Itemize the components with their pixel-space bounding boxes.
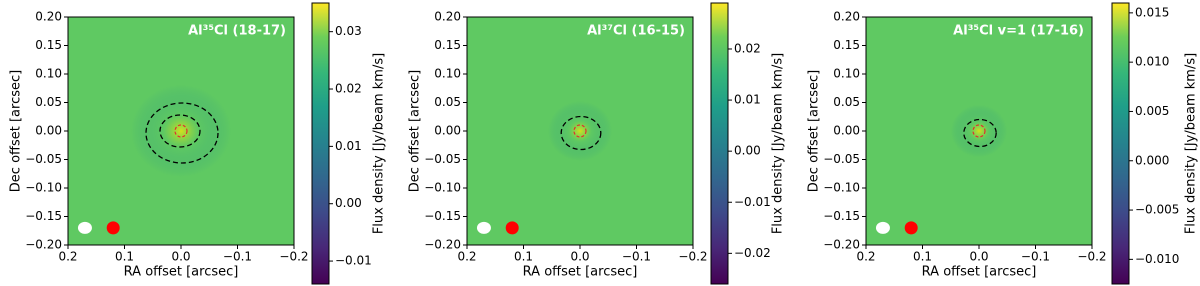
colorbar-tick-label: −0.010 [1135, 252, 1179, 266]
x-tick-label: 0.2 [457, 250, 476, 264]
y-tick-label: −0.10 [823, 181, 860, 195]
panel-title: Al³⁵Cl v=1 (17-16) [953, 24, 1084, 39]
beam-marker [875, 221, 890, 234]
y-tick-label: 0.05 [434, 95, 461, 109]
contour-inner [972, 124, 986, 138]
x-tick-label: −0.1 [1021, 250, 1050, 264]
x-tick-label: 0.0 [969, 250, 988, 264]
colorbar-tick-label: 0.02 [335, 82, 362, 96]
colorbar-tick-label: 0.005 [1135, 104, 1169, 118]
y-tick-label: 0.20 [833, 10, 860, 24]
x-axis-label: RA offset [arcsec] [124, 265, 239, 280]
y-tick-label: 0.05 [35, 95, 62, 109]
colorbar [1111, 2, 1130, 285]
beam-marker [904, 221, 918, 235]
contour-inner [174, 124, 188, 138]
x-tick-label: 0.0 [171, 250, 190, 264]
x-tick-label: −0.2 [279, 250, 308, 264]
contour [159, 114, 201, 148]
x-tick-label: 0.0 [570, 250, 589, 264]
y-axis-label: Dec offset [arcsec] [408, 70, 423, 192]
y-tick-label: 0.00 [35, 124, 62, 138]
colorbar-tick-label: 0.01 [734, 93, 761, 107]
x-axis-label: RA offset [arcsec] [523, 265, 638, 280]
y-tick-label: −0.20 [25, 238, 62, 252]
beam-marker [476, 221, 491, 234]
colorbar-tick-label: −0.005 [1135, 203, 1179, 217]
colorbar-tick-label: −0.02 [734, 246, 771, 260]
colorbar-tick-label: 0.010 [1135, 55, 1169, 69]
x-tick-label: 0.1 [115, 250, 134, 264]
y-tick-label: 0.10 [833, 67, 860, 81]
colorbar-tick-label: 0.02 [734, 41, 761, 55]
beam-marker [505, 221, 519, 235]
source-glow [548, 101, 612, 161]
x-tick-label: −0.1 [622, 250, 651, 264]
x-tick-label: −0.2 [678, 250, 707, 264]
y-tick-label: −0.10 [25, 181, 62, 195]
y-tick-label: 0.00 [833, 124, 860, 138]
contour [560, 115, 602, 151]
y-tick-label: −0.20 [424, 238, 461, 252]
colorbar-tick-label: 0.00 [335, 196, 362, 210]
contour [145, 102, 219, 164]
x-tick-label: 0.1 [913, 250, 932, 264]
colorbar-label: Flux density [Jy/beam km/s] [771, 53, 786, 234]
y-tick-label: 0.20 [434, 10, 461, 24]
x-tick-label: −0.2 [1077, 250, 1106, 264]
source-glow [131, 85, 231, 177]
y-tick-label: −0.10 [424, 181, 461, 195]
colorbar-tick-label: −0.01 [335, 254, 372, 268]
x-tick-label: 0.1 [514, 250, 533, 264]
colorbar-tick-label: 0.03 [335, 24, 362, 38]
y-tick-label: 0.15 [833, 38, 860, 52]
colorbar-label: Flux density [Jy/beam km/s] [1184, 53, 1199, 234]
x-axis-label: RA offset [arcsec] [922, 265, 1037, 280]
y-tick-label: −0.15 [823, 209, 860, 223]
colorbar [311, 2, 330, 285]
image [467, 17, 693, 245]
beam-marker [77, 221, 92, 234]
y-tick-label: 0.05 [833, 95, 860, 109]
contour [963, 118, 997, 148]
colorbar-tick-label: −0.01 [734, 195, 771, 209]
y-tick-label: −0.15 [25, 209, 62, 223]
colorbar-tick-label: 0.015 [1135, 5, 1169, 19]
panel-title: Al³⁷Cl (16-15) [587, 24, 685, 39]
source-glow [951, 104, 1007, 158]
colorbar-label: Flux density [Jy/beam km/s] [372, 53, 387, 234]
y-axis-label: Dec offset [arcsec] [807, 70, 822, 192]
y-tick-label: 0.15 [434, 38, 461, 52]
y-tick-label: −0.15 [424, 209, 461, 223]
y-tick-label: 0.00 [434, 124, 461, 138]
colorbar-tick-label: 0.01 [335, 139, 362, 153]
x-tick-label: 0.2 [856, 250, 875, 264]
y-tick-label: −0.05 [823, 152, 860, 166]
y-tick-label: 0.15 [35, 38, 62, 52]
y-tick-label: 0.20 [35, 10, 62, 24]
x-tick-label: −0.1 [223, 250, 252, 264]
image [68, 17, 294, 245]
y-axis-label: Dec offset [arcsec] [9, 70, 24, 192]
panel-title: Al³⁵Cl (18-17) [188, 24, 286, 39]
colorbar-tick-label: 0.00 [734, 144, 761, 158]
y-tick-label: 0.10 [434, 67, 461, 81]
y-tick-label: −0.20 [823, 238, 860, 252]
beam-marker [106, 221, 120, 235]
y-tick-label: −0.05 [25, 152, 62, 166]
x-tick-label: 0.2 [58, 250, 77, 264]
y-tick-label: 0.10 [35, 67, 62, 81]
contour-inner [573, 124, 587, 138]
colorbar-tick-label: 0.000 [1135, 153, 1169, 167]
image [866, 17, 1092, 245]
y-tick-label: −0.05 [424, 152, 461, 166]
colorbar [710, 2, 729, 285]
